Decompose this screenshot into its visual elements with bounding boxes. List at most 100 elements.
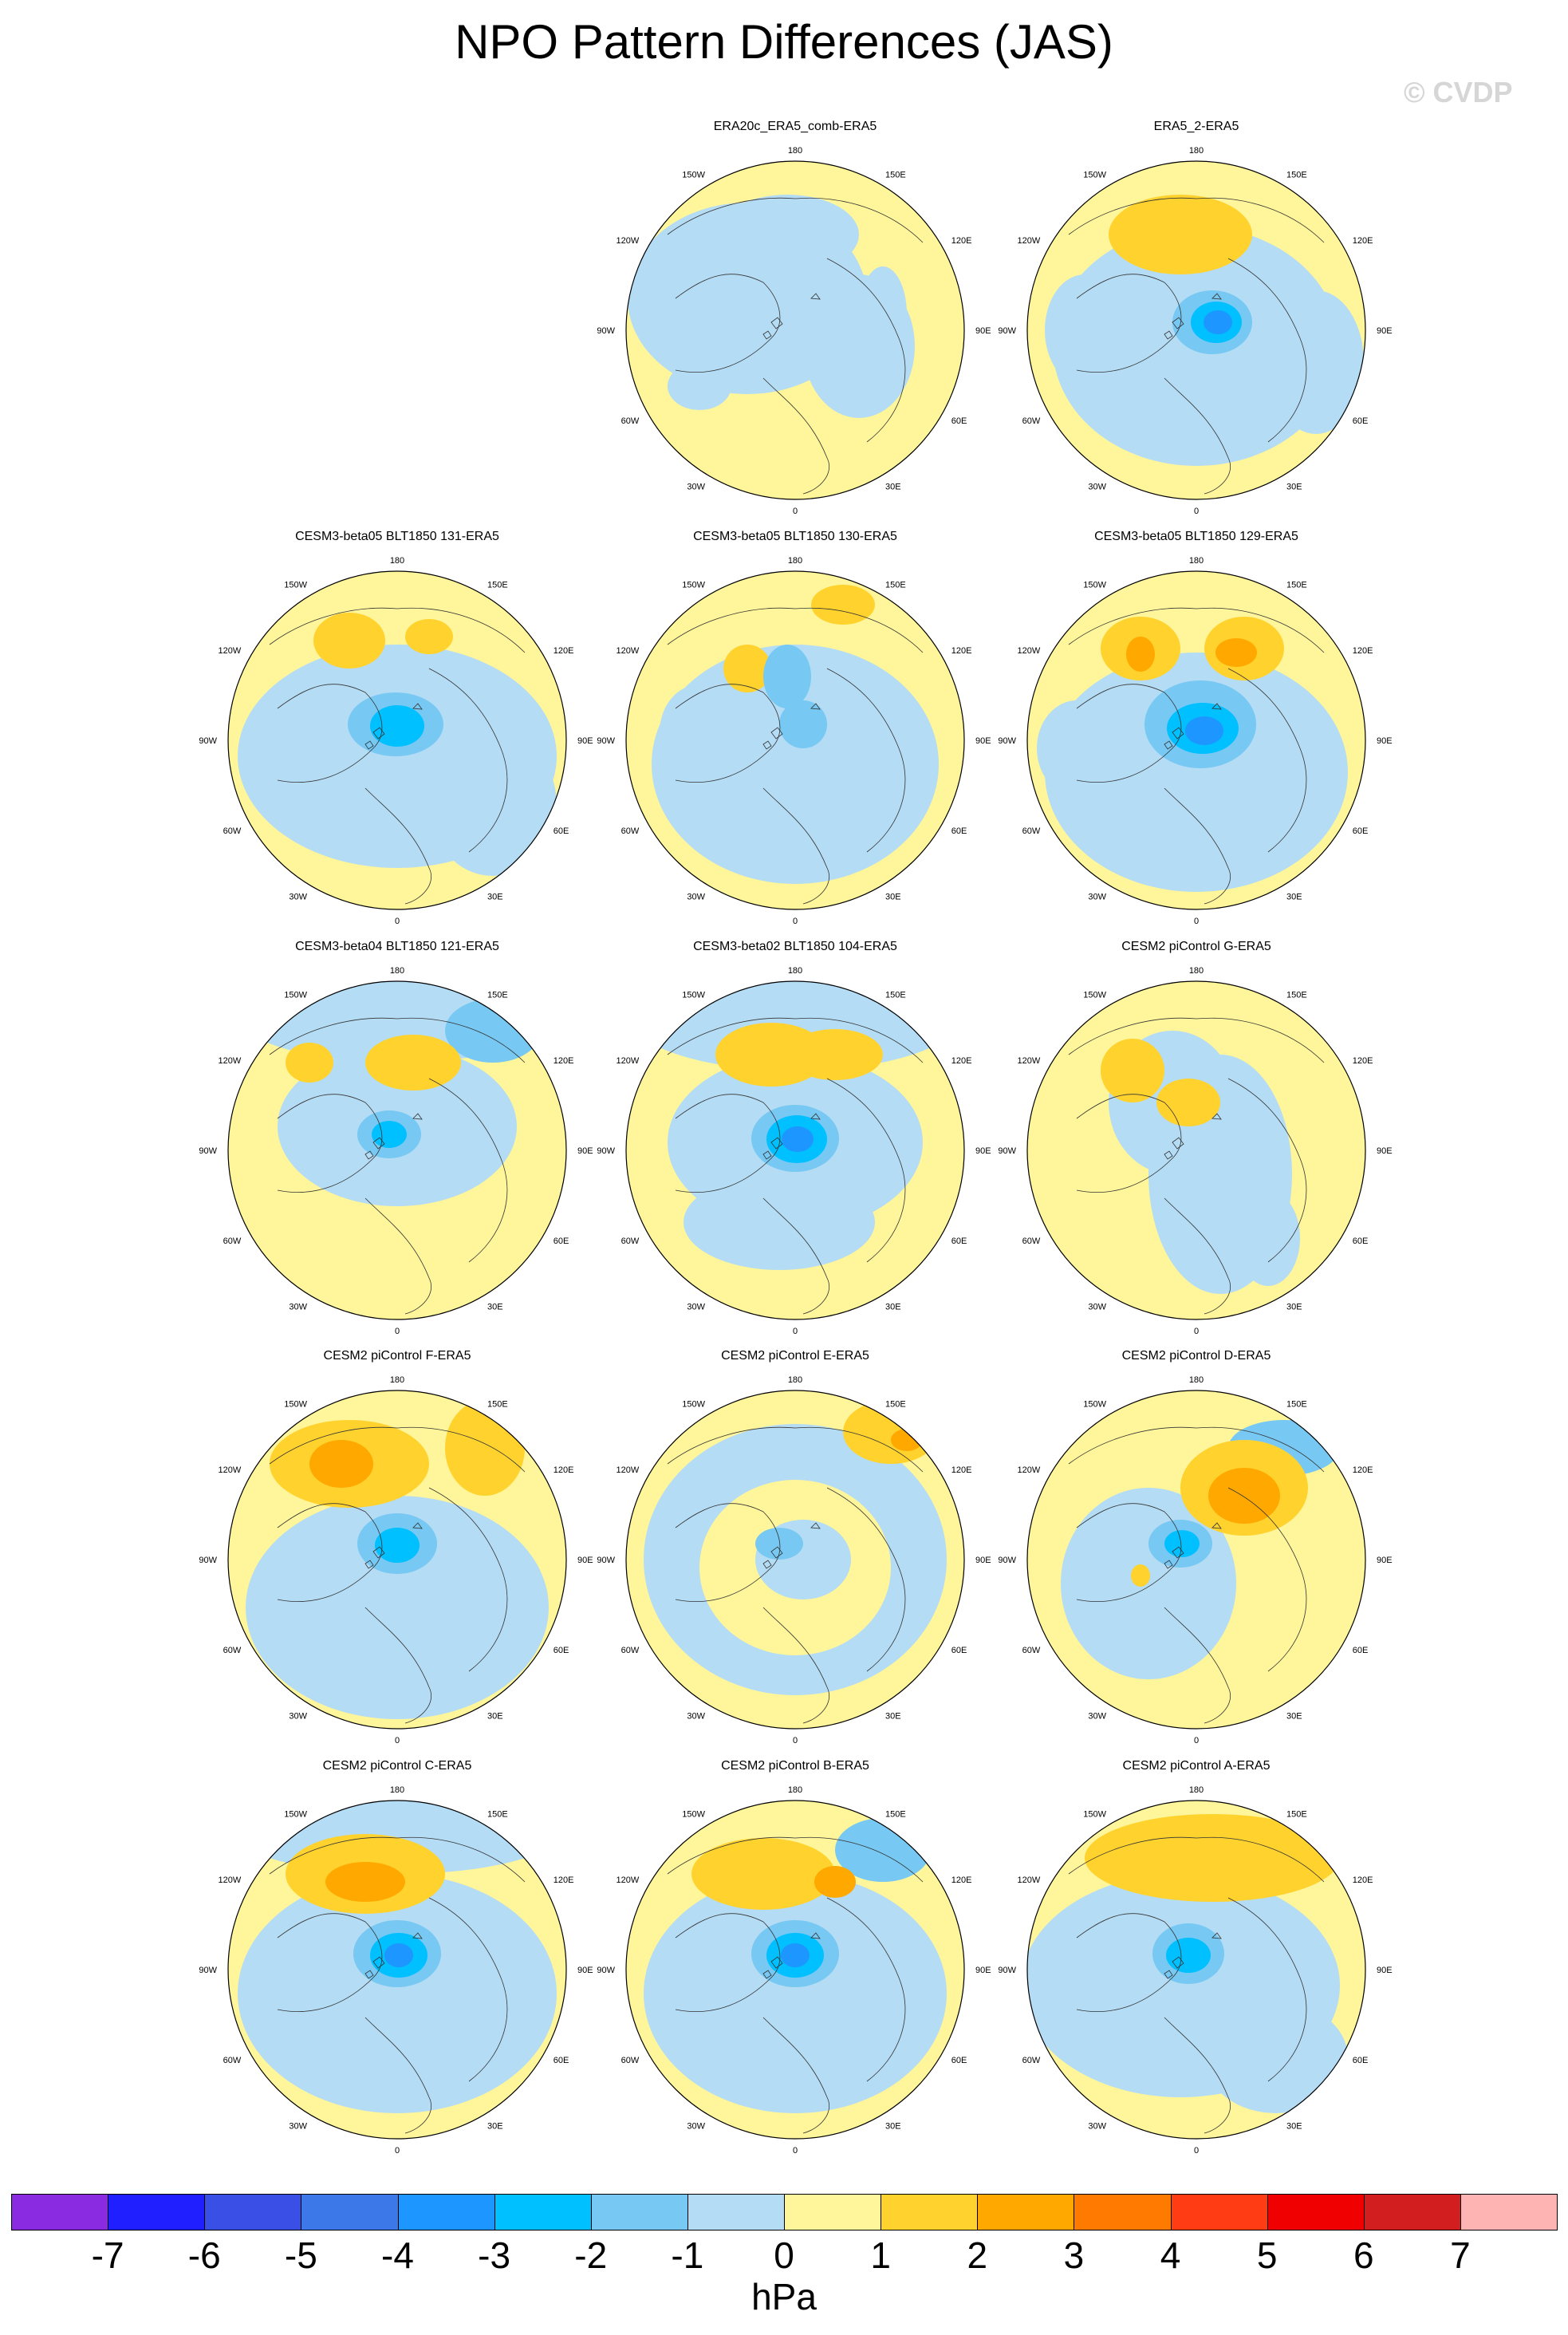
- contour-region: [370, 705, 424, 747]
- contour-region: [1204, 310, 1232, 334]
- contour-region: [755, 1528, 803, 1560]
- longitude-label: 90E: [1377, 1556, 1393, 1565]
- longitude-label: 120E: [1353, 646, 1373, 656]
- longitude-label: 90W: [199, 736, 217, 746]
- longitude-label: 90E: [1377, 736, 1393, 746]
- longitude-label: 150W: [284, 580, 307, 590]
- longitude-label: 150E: [885, 990, 906, 1000]
- longitude-label: 120W: [1018, 1056, 1041, 1066]
- panel-title: ERA5_2-ERA5: [1153, 120, 1239, 133]
- map-boundary: [1026, 570, 1366, 910]
- longitude-label: 30E: [1286, 1712, 1302, 1722]
- longitude-label: 180: [788, 556, 802, 566]
- longitude-label: 90W: [998, 1556, 1016, 1565]
- map-boundary: [625, 1800, 965, 2140]
- longitude-label: 180: [390, 1375, 404, 1385]
- longitude-label: 120E: [951, 646, 972, 656]
- longitude-label: 60E: [1353, 2056, 1369, 2065]
- map-boundary: [1026, 160, 1366, 500]
- longitude-label: 0: [1194, 1736, 1199, 1745]
- longitude-label: 30E: [885, 2122, 901, 2132]
- longitude-label: 120E: [951, 236, 972, 246]
- longitude-label: 150W: [284, 990, 307, 1000]
- polar-stereographic-map: 180 150E 120E 90E 60E 30E 0 30W 60W 90W 120W 150W: [597, 966, 991, 1336]
- longitude-label: 0: [395, 917, 400, 926]
- polar-stereographic-map: 180 150E 120E 90E 60E 30E 0 30W 60W 90W 120W 150W: [597, 146, 991, 516]
- longitude-label: 180: [1189, 966, 1204, 976]
- longitude-label: 180: [1189, 1785, 1204, 1795]
- colorbar-tick-label: 2: [967, 2234, 988, 2276]
- longitude-label: 60W: [1022, 1646, 1041, 1655]
- longitude-label: 90E: [975, 1556, 991, 1565]
- longitude-label: 60E: [1353, 1237, 1369, 1246]
- longitude-label: 60W: [1022, 2056, 1041, 2065]
- longitude-label: 60E: [554, 2056, 569, 2065]
- longitude-label: 120W: [219, 1056, 242, 1066]
- contour-region: [859, 266, 907, 362]
- longitude-label: 150W: [682, 170, 705, 179]
- longitude-label: 0: [793, 2146, 798, 2156]
- longitude-label: 0: [793, 917, 798, 926]
- longitude-label: 90E: [577, 1966, 593, 1975]
- colorbar-tick-label: 4: [1160, 2234, 1181, 2276]
- colorbar-tick-label: 6: [1353, 2234, 1374, 2276]
- contour-region: [1164, 1530, 1200, 1557]
- panel-title: CESM3-beta05 BLT1850 131-ERA5: [295, 530, 499, 543]
- longitude-label: 120E: [1353, 1056, 1373, 1066]
- colorbar-segment: [11, 2194, 109, 2230]
- longitude-label: 0: [395, 1736, 400, 1745]
- longitude-label: 150E: [885, 170, 906, 179]
- map-boundary: [625, 160, 965, 500]
- coastlines: [667, 1426, 924, 1724]
- colorbar-segment: [108, 2194, 206, 2230]
- watermark: © CVDP: [1404, 76, 1513, 108]
- longitude-label: 30E: [487, 1712, 503, 1722]
- map-boundary: [1026, 980, 1366, 1320]
- longitude-label: 30E: [1286, 2122, 1302, 2132]
- map-boundary: [227, 570, 567, 910]
- longitude-label: 30W: [687, 483, 705, 492]
- longitude-label: 30W: [687, 1303, 705, 1312]
- longitude-label: 180: [390, 966, 404, 976]
- polar-stereographic-map: 180 150E 120E 90E 60E 30E 0 30W 60W 90W 120W 150W: [998, 1375, 1392, 1745]
- longitude-label: 30E: [885, 483, 901, 492]
- coastlines: [1068, 1017, 1325, 1315]
- longitude-label: 90W: [199, 1146, 217, 1156]
- longitude-label: 150W: [1083, 990, 1106, 1000]
- polar-stereographic-map: 180 150E 120E 90E 60E 30E 0 30W 60W 90W 120W 150W: [998, 966, 1392, 1336]
- longitude-label: 120E: [554, 1875, 574, 1885]
- longitude-label: 150W: [1083, 170, 1106, 179]
- longitude-label: 60E: [1353, 826, 1369, 836]
- colorbar-tick-label: -5: [284, 2234, 317, 2276]
- longitude-label: 90E: [975, 736, 991, 746]
- panel-title: CESM2 piControl E-ERA5: [721, 1349, 869, 1363]
- longitude-label: 120W: [219, 1875, 242, 1885]
- longitude-label: 120E: [1353, 1465, 1373, 1475]
- longitude-label: 90W: [998, 1966, 1016, 1975]
- longitude-label: 30W: [1088, 2122, 1106, 2132]
- longitude-label: 120E: [951, 1465, 972, 1475]
- longitude-label: 60W: [621, 2056, 640, 2065]
- longitude-label: 90E: [975, 326, 991, 336]
- longitude-label: 90W: [998, 1146, 1016, 1156]
- longitude-label: 150W: [682, 990, 705, 1000]
- longitude-label: 180: [788, 966, 802, 976]
- polar-stereographic-map: 180 150E 120E 90E 60E 30E 0 30W 60W 90W 120W 150W: [597, 1375, 991, 1745]
- contour-region: [405, 619, 453, 654]
- map-panel: ERA5_2-ERA5 180 150E 120E 90E 60E 30E 0 30W 60W 90…: [998, 120, 1392, 534]
- longitude-label: 0: [1194, 917, 1199, 926]
- contour-region: [668, 362, 731, 410]
- contour-region: [781, 1943, 810, 1967]
- colorbar-tick-label: 1: [870, 2234, 891, 2276]
- longitude-label: 30E: [487, 1303, 503, 1312]
- longitude-label: 30W: [1088, 483, 1106, 492]
- longitude-label: 30W: [289, 1303, 307, 1312]
- longitude-label: 30E: [885, 1712, 901, 1722]
- longitude-label: 150W: [682, 1809, 705, 1819]
- colorbar-segment: [1267, 2194, 1365, 2230]
- longitude-label: 120W: [617, 236, 640, 246]
- longitude-label: 150E: [1286, 170, 1307, 179]
- longitude-label: 150E: [885, 1399, 906, 1409]
- longitude-label: 60W: [223, 826, 242, 836]
- contour-region: [372, 1121, 407, 1148]
